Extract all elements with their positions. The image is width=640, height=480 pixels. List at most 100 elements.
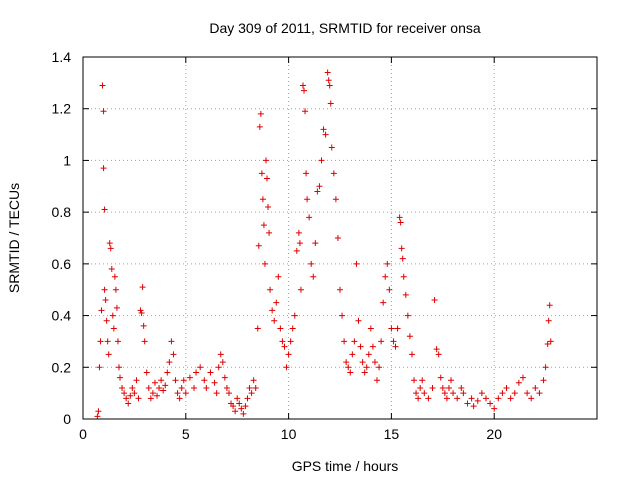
x-tick-label: 5 (182, 426, 190, 442)
data-point (266, 229, 273, 236)
data-point (400, 273, 407, 280)
data-point (180, 377, 187, 384)
data-point (97, 338, 104, 345)
data-point (341, 338, 348, 345)
data-point (349, 351, 356, 358)
data-point (415, 395, 422, 402)
data-point (207, 369, 214, 376)
data-point (470, 403, 477, 410)
data-point (297, 286, 304, 293)
x-tick-label: 20 (486, 426, 502, 442)
data-point (255, 242, 262, 249)
data-point (135, 395, 142, 402)
data-point (394, 325, 401, 332)
data-point (191, 384, 198, 391)
data-point (115, 364, 122, 371)
data-point (230, 403, 237, 410)
data-point (223, 384, 230, 391)
data-point (203, 384, 210, 391)
data-point (408, 351, 415, 358)
data-point (256, 123, 263, 130)
data-point (96, 364, 103, 371)
data-point (143, 369, 150, 376)
data-point (445, 384, 452, 391)
y-tick-label: 1.4 (52, 49, 72, 65)
data-points (94, 69, 554, 420)
data-point (482, 395, 489, 402)
data-point (503, 384, 510, 391)
data-point (105, 351, 112, 358)
y-axis-label: SRMTID / TECUs (6, 183, 22, 293)
data-point (101, 206, 108, 213)
data-point (267, 286, 274, 293)
data-point (110, 325, 117, 332)
data-point (250, 377, 257, 384)
data-point (162, 382, 169, 389)
data-point (123, 395, 130, 402)
data-point (406, 333, 413, 340)
data-point (182, 390, 189, 397)
data-point (271, 317, 278, 324)
data-point (499, 390, 506, 397)
data-point (386, 286, 393, 293)
data-point (320, 126, 327, 133)
data-point (102, 297, 109, 304)
data-point (301, 87, 308, 94)
data-point (433, 346, 440, 353)
data-point (100, 108, 107, 115)
x-tick-label: 0 (79, 426, 87, 442)
data-point (174, 390, 181, 397)
data-point (108, 266, 115, 273)
data-point (100, 165, 107, 172)
data-point (168, 338, 175, 345)
data-point (299, 82, 306, 89)
data-point (540, 377, 547, 384)
data-point (397, 219, 404, 226)
data-point (327, 100, 334, 107)
data-point (361, 369, 368, 376)
data-point (186, 374, 193, 381)
data-point (99, 82, 106, 89)
data-point (532, 384, 539, 391)
data-point (353, 260, 360, 267)
data-point (316, 183, 323, 190)
data-point (281, 343, 288, 350)
data-point (310, 273, 317, 280)
data-point (261, 260, 268, 267)
data-point (151, 379, 158, 386)
data-point (357, 343, 364, 350)
data-point (160, 387, 167, 394)
data-point (219, 359, 226, 366)
data-point (417, 384, 424, 391)
data-point (211, 379, 218, 386)
data-point (138, 309, 145, 316)
data-point (507, 395, 514, 402)
data-point (234, 395, 241, 402)
data-point (324, 69, 331, 76)
data-point (345, 364, 352, 371)
data-point (291, 312, 298, 319)
data-point (306, 214, 313, 221)
data-point (104, 338, 111, 345)
x-tick-label: 10 (281, 426, 297, 442)
axis-ticks: 0 5 10 15 20 0 0.2 0.4 0.6 0.8 1 1.2 1.4 (52, 49, 597, 442)
data-point (515, 379, 522, 386)
data-point (464, 400, 471, 407)
data-point (374, 377, 381, 384)
data-point (257, 110, 264, 117)
data-point (544, 341, 551, 348)
data-point (545, 317, 552, 324)
data-point (107, 245, 114, 252)
data-point (264, 175, 271, 182)
data-point (411, 377, 418, 384)
data-point (240, 410, 247, 417)
data-point (236, 400, 243, 407)
data-point (437, 374, 444, 381)
y-tick-label: 1 (63, 152, 71, 168)
data-point (114, 338, 121, 345)
data-point (369, 343, 376, 350)
data-point (413, 390, 420, 397)
data-point (450, 390, 457, 397)
data-point (149, 390, 156, 397)
